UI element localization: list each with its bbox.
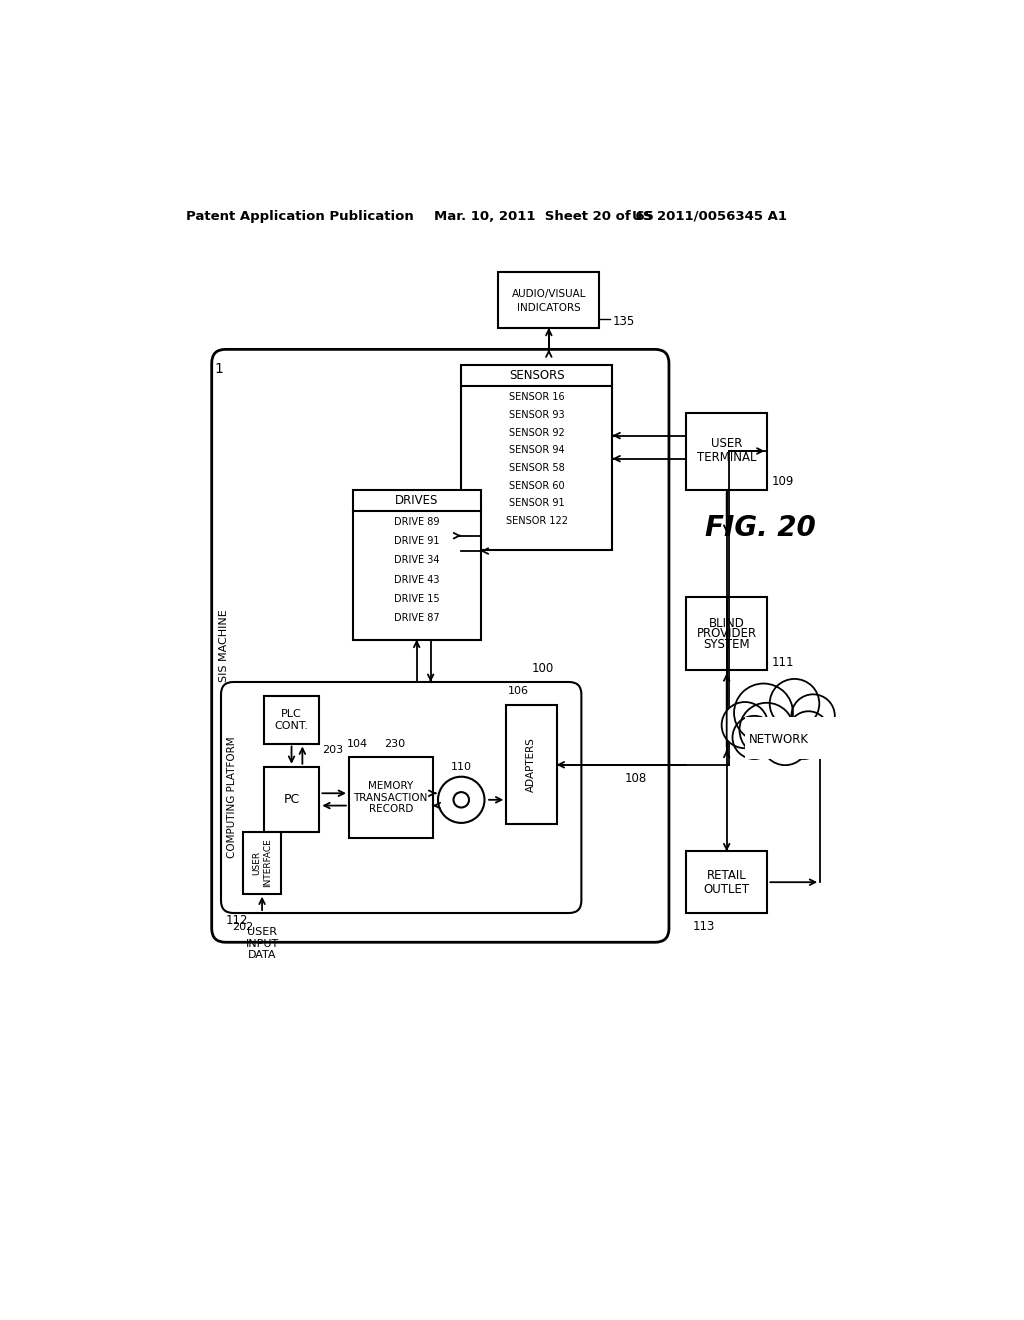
Text: 203: 203 [323,744,344,755]
Text: SENSOR 92: SENSOR 92 [509,428,564,437]
Circle shape [788,711,828,751]
Text: COMPUTING PLATFORM: COMPUTING PLATFORM [227,737,237,858]
Bar [744,717,838,759]
Text: 100: 100 [531,661,554,675]
Text: SENSOR 122: SENSOR 122 [506,516,568,527]
Text: 112: 112 [225,915,248,927]
Text: 110: 110 [451,763,472,772]
Text: 111: 111 [772,656,795,669]
Bar [461,364,612,549]
Circle shape [732,715,776,759]
FancyBboxPatch shape [221,682,582,913]
Text: PROVIDER: PROVIDER [696,627,757,640]
Text: SENSOR 16: SENSOR 16 [509,392,564,403]
Text: DRIVES: DRIVES [395,494,438,507]
Bar [686,412,767,490]
Text: TRANSACTION: TRANSACTION [353,793,428,803]
Text: DRIVE 34: DRIVE 34 [394,556,439,565]
Text: USER: USER [247,927,278,937]
Circle shape [770,678,819,729]
Text: 104: 104 [347,739,369,748]
Text: SENSOR 93: SENSOR 93 [509,409,564,420]
Bar [686,851,767,913]
Circle shape [762,719,809,766]
Text: SIS MACHINE: SIS MACHINE [219,610,229,682]
Bar [506,705,557,825]
Text: 108: 108 [625,772,647,785]
Text: TERMINAL: TERMINAL [697,450,757,463]
Text: 106: 106 [508,686,528,696]
Text: INDICATORS: INDICATORS [517,302,581,313]
Text: DRIVE 43: DRIVE 43 [394,574,439,585]
Text: CONT.: CONT. [274,721,308,731]
Text: DRIVE 87: DRIVE 87 [394,612,439,623]
Circle shape [734,684,793,742]
Text: 230: 230 [384,739,404,748]
Text: Mar. 10, 2011  Sheet 20 of 65: Mar. 10, 2011 Sheet 20 of 65 [434,210,654,223]
Circle shape [454,792,469,808]
Text: SENSOR 94: SENSOR 94 [509,445,564,455]
Circle shape [438,776,484,822]
Text: INPUT: INPUT [246,939,279,949]
Bar [686,597,767,671]
Text: SENSORS: SENSORS [509,370,564,381]
Text: 109: 109 [772,475,795,488]
Text: SYSTEM: SYSTEM [703,638,750,651]
Text: 202: 202 [231,921,253,932]
Text: US 2011/0056345 A1: US 2011/0056345 A1 [632,210,786,223]
FancyBboxPatch shape [212,350,669,942]
Text: DRIVE 91: DRIVE 91 [394,536,439,546]
Text: 1: 1 [214,362,223,376]
Text: RETAIL: RETAIL [707,869,746,882]
Circle shape [785,722,822,759]
Circle shape [722,702,768,748]
Text: 113: 113 [692,920,715,933]
Text: 135: 135 [613,315,636,329]
Text: PC: PC [284,793,300,807]
Bar [349,758,432,838]
Text: PLC: PLC [282,709,302,718]
Text: DRIVE 15: DRIVE 15 [394,594,439,603]
Bar [263,696,319,743]
Text: SENSOR 58: SENSOR 58 [509,463,564,473]
Text: OUTLET: OUTLET [703,883,750,896]
Text: MEMORY: MEMORY [368,781,414,791]
Bar [352,490,480,640]
Text: DATA: DATA [248,950,276,961]
Text: SENSOR 60: SENSOR 60 [509,480,564,491]
Text: NETWORK: NETWORK [749,733,809,746]
Text: RECORD: RECORD [369,804,413,814]
Text: SENSOR 91: SENSOR 91 [509,499,564,508]
Text: USER
INTERFACE: USER INTERFACE [252,838,271,887]
Text: Patent Application Publication: Patent Application Publication [186,210,414,223]
Text: USER: USER [711,437,742,450]
Text: AUDIO/VISUAL: AUDIO/VISUAL [512,289,586,298]
Bar [243,832,282,894]
Text: BLIND: BLIND [709,616,744,630]
Bar [263,767,319,832]
Text: ADAPTERS: ADAPTERS [526,738,537,792]
Circle shape [739,702,794,756]
Text: DRIVE 89: DRIVE 89 [394,517,439,527]
Text: FIG. 20: FIG. 20 [706,513,816,543]
Circle shape [792,694,835,738]
Bar [499,272,599,327]
